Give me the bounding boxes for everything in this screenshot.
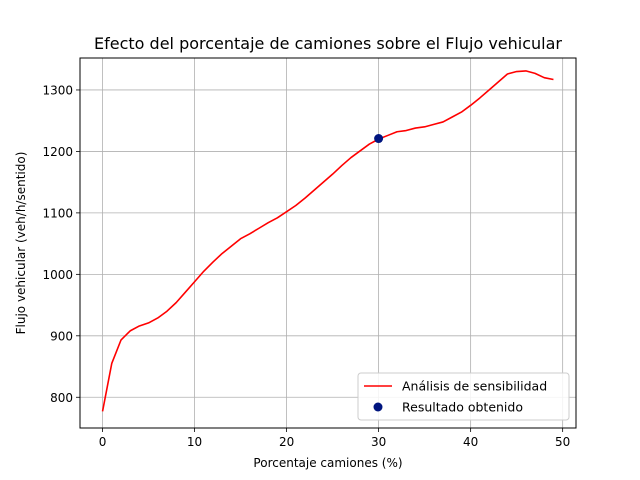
legend-box bbox=[357, 372, 570, 421]
x-tick-label: 20 bbox=[279, 435, 294, 449]
x-tick-label: 50 bbox=[555, 435, 570, 449]
grid bbox=[80, 58, 576, 428]
chart-title: Efecto del porcentaje de camiones sobre … bbox=[94, 34, 562, 53]
y-tick-label: 900 bbox=[50, 329, 73, 343]
y-tick-label: 1000 bbox=[42, 268, 73, 282]
x-tick-label: 0 bbox=[99, 435, 107, 449]
y-tick-label: 1300 bbox=[42, 83, 73, 97]
x-tick-label: 10 bbox=[187, 435, 202, 449]
legend-label: Análisis de sensibilidad bbox=[402, 379, 547, 394]
y-tick-label: 800 bbox=[50, 391, 73, 405]
y-tick-label: 1200 bbox=[42, 145, 73, 159]
y-axis-label: Flujo vehicular (veh/h/sentido) bbox=[14, 152, 28, 335]
ticks: 0 10 20 30 40 50 800 900 1000 1100 1200 1300 bbox=[42, 83, 570, 449]
x-tick-label: 40 bbox=[463, 435, 478, 449]
series-line-analisis-sensibilidad bbox=[101, 70, 554, 412]
x-tick-label: 30 bbox=[371, 435, 386, 449]
axes-frame bbox=[79, 57, 577, 429]
x-axis-label: Porcentaje camiones (%) bbox=[253, 456, 402, 470]
legend: Análisis de sensibilidad Resultado obteni… bbox=[357, 372, 570, 421]
plot-area bbox=[101, 70, 554, 412]
legend-point-marker bbox=[373, 402, 383, 412]
legend-label: Resultado obtenido bbox=[402, 400, 523, 415]
y-tick-label: 1100 bbox=[42, 206, 73, 220]
data-point-resultado-obtenido bbox=[374, 134, 384, 144]
